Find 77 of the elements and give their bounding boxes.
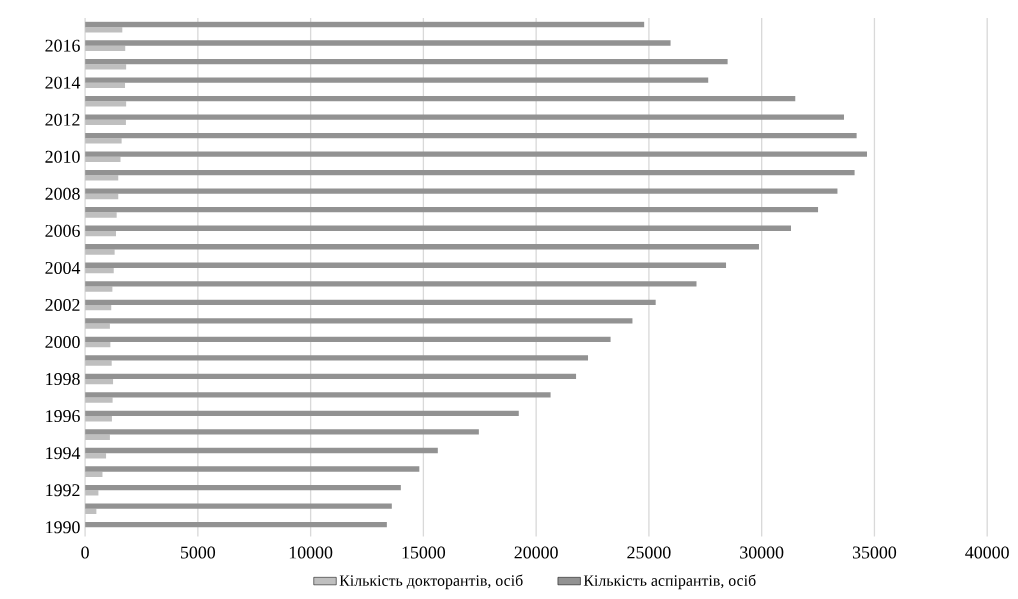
bar [85,521,387,528]
bar [85,114,844,120]
bar [85,392,551,398]
legend-label: Кількість докторантів, осіб [339,574,523,590]
bar [85,318,633,324]
bar [85,434,110,440]
y-tick-label: 2000 [45,335,80,348]
bar [85,169,855,176]
x-tick-label: 20000 [514,546,558,559]
bar [85,132,857,139]
bar [85,212,117,218]
y-tick-label: 2002 [45,298,80,311]
bar [85,341,111,348]
bar [85,304,112,311]
bar [85,188,838,194]
bar [85,355,589,361]
y-tick-label: 2008 [45,187,80,200]
bar [85,397,113,403]
y-tick-label: 2004 [45,261,81,274]
y-tick-label: 1998 [46,372,80,386]
bar [85,281,697,287]
legend-label: Кількість аспірантів, осіб [583,574,756,590]
bar [85,175,119,181]
bar [85,249,115,255]
bar [85,230,116,237]
x-tick-label: 10000 [289,546,333,559]
bar [85,286,113,292]
bar [85,244,759,250]
bar [85,484,401,491]
bar [85,299,656,305]
x-tick-label: 0 [81,546,89,559]
bar [85,429,479,435]
y-tick-label: 2006 [45,224,80,237]
bar [85,156,121,163]
bar [85,21,645,28]
y-tick-label: 2010 [45,150,80,163]
bar [85,58,728,65]
y-tick-label: 1990 [46,521,80,534]
y-tick-label: 1994 [46,447,81,460]
bar [85,267,114,274]
bar [85,138,122,144]
bar [85,447,438,454]
y-tick-label: 2012 [45,113,80,126]
bar [85,373,577,380]
bar [85,77,709,83]
bar [85,151,867,157]
x-tick-label: 30000 [740,546,784,559]
bar [85,466,420,472]
y-tick-label: 1992 [46,484,80,497]
bar [85,64,127,70]
bar [85,360,112,366]
x-tick-label: 35000 [852,546,897,559]
bar [85,95,796,102]
bar [85,323,110,329]
bar [85,207,819,213]
bar [85,262,727,268]
bar [85,40,671,46]
bar [85,379,114,385]
bar [85,27,123,33]
bar [85,336,611,342]
bar [85,45,126,51]
x-tick-label: 25000 [627,546,671,559]
bar [85,453,107,459]
bar [85,410,519,417]
y-tick-label: 2016 [45,39,80,52]
bar [85,503,392,509]
bar [85,119,126,126]
x-tick-label: 40000 [965,546,1009,559]
x-tick-label: 15000 [402,546,446,559]
bar [85,225,791,231]
bar [85,416,112,422]
bar [85,193,119,200]
x-tick-label: 5000 [181,546,216,559]
bar [85,101,127,107]
bar [85,82,126,88]
y-tick-label: 2014 [45,76,81,89]
y-tick-label: 1996 [46,410,80,423]
